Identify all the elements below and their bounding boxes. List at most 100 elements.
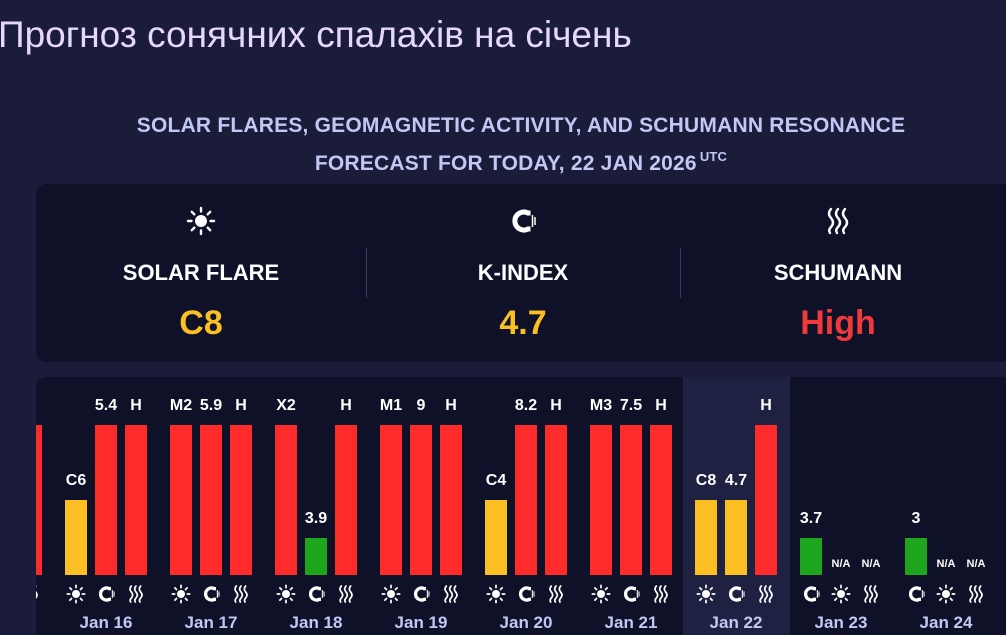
bar-kindex[interactable] [905, 537, 927, 575]
waves-icon [965, 584, 987, 604]
summary-label: SOLAR FLARE [122, 260, 280, 285]
bar-flare[interactable] [275, 425, 297, 575]
bar-value-label: H [760, 397, 772, 414]
waves-icon [650, 584, 672, 604]
bar-schumann[interactable] [545, 425, 567, 575]
today-summary-panel: SOLAR FLARE C8 K-INDEX 4.7 [36, 184, 1006, 362]
bar-flare[interactable] [695, 500, 717, 575]
bar-kindex[interactable] [725, 500, 747, 575]
day-label: Jan 16 [79, 613, 133, 632]
bar-value-label: 5.4 [94, 397, 118, 414]
bar-value-label: N/A [966, 558, 986, 570]
forecast-subtitle: SOLAR FLARES, GEOMAGNETIC ACTIVITY, AND … [36, 110, 1006, 179]
summary-label: K-INDEX [477, 260, 569, 285]
day-label: Jan 22 [709, 613, 763, 632]
summary-k-index: K-INDEX 4.7 [366, 184, 680, 362]
sun-icon [275, 584, 297, 604]
waves-icon [230, 584, 252, 604]
waves-icon [545, 584, 567, 604]
day-label: Jan 23 [814, 613, 868, 632]
bar-flare[interactable] [65, 500, 87, 575]
utc-marker: UTC [699, 149, 728, 164]
day-label: Jan 19 [394, 613, 448, 632]
bar-value-label: X2 [276, 397, 296, 414]
subtitle-date: FORECAST FOR TODAY, 22 JAN 2026 [314, 152, 697, 175]
bar-value-label: 3 [911, 509, 921, 527]
bar-kindex[interactable] [800, 537, 822, 575]
summary-value: C8 [179, 304, 223, 342]
bar-value-label: N/A [831, 558, 851, 570]
magnet-icon [410, 584, 432, 604]
bar-value-label: H [235, 397, 247, 414]
bar-value-label: H [550, 397, 562, 414]
bar-value-label: 7.5 [619, 397, 643, 414]
waves-icon [125, 584, 147, 604]
bar-value-label: H [36, 397, 51, 415]
sun-icon [695, 584, 717, 604]
day-label: Jan 20 [499, 613, 553, 632]
day-label: Jan 24 [919, 613, 973, 632]
bar-value-label: H [340, 397, 352, 414]
magnet-icon [800, 584, 822, 604]
magnet-icon [725, 584, 747, 604]
bar-flare[interactable] [170, 425, 192, 575]
bar-value-label: C6 [65, 472, 87, 489]
sun-icon [590, 584, 612, 604]
day-label: Jan 18 [289, 613, 343, 632]
waves-icon [755, 584, 777, 604]
bar-value-label: 4.7 [724, 472, 748, 489]
magnet-icon [95, 584, 117, 604]
day-label: Jan 21 [604, 613, 658, 632]
waves-icon [335, 584, 357, 604]
bar-schumann[interactable] [125, 425, 147, 575]
magnet-icon [305, 584, 327, 604]
bar-partial-previous-day[interactable] [36, 425, 42, 575]
bar-schumann[interactable] [650, 425, 672, 575]
bar-value-label: N/A [861, 558, 881, 570]
magnet-icon [515, 584, 537, 604]
bar-value-label: C4 [485, 472, 507, 489]
day-label: Jan 17 [184, 613, 238, 632]
subtitle-line-2: FORECAST FOR TODAY, 22 JAN 2026 UTC [36, 141, 1006, 179]
bar-flare[interactable] [380, 425, 402, 575]
bar-kindex[interactable] [410, 425, 432, 575]
sun-icon [170, 584, 192, 604]
summary-value: High [800, 304, 876, 342]
bar-value-label: 5.9 [199, 397, 223, 414]
bar-value-label: 3.7 [799, 509, 823, 527]
sun-icon [380, 584, 402, 604]
forecast-bar-chart[interactable]: H C6 5.4 H Jan 16 M2 5.9 H Jan 17 X2 3.9 H Jan 18 M1 9… [36, 377, 1006, 635]
bar-schumann[interactable] [755, 425, 777, 575]
bar-kindex[interactable] [200, 425, 222, 575]
summary-label: SCHUMANN [773, 260, 903, 285]
bar-kindex[interactable] [95, 425, 117, 575]
summary-solar-flare: SOLAR FLARE C8 [36, 184, 366, 362]
waves-icon [860, 584, 882, 604]
bar-flare[interactable] [485, 500, 507, 575]
bar-value-label: M2 [169, 397, 193, 414]
sun-icon [830, 584, 852, 604]
sun-icon [65, 584, 87, 604]
bar-value-label: N/A [936, 558, 956, 570]
bar-schumann[interactable] [335, 425, 357, 575]
bar-schumann[interactable] [230, 425, 252, 575]
bar-kindex[interactable] [620, 425, 642, 575]
bar-schumann[interactable] [440, 425, 462, 575]
bar-kindex[interactable] [305, 537, 327, 575]
sun-icon [935, 584, 957, 604]
magnet-icon [366, 206, 680, 236]
bar-value-label: 9 [416, 397, 426, 414]
bar-value-label: M1 [379, 397, 403, 414]
bar-value-label: C8 [695, 472, 717, 489]
subtitle-line-1: SOLAR FLARES, GEOMAGNETIC ACTIVITY, AND … [136, 114, 906, 137]
magnet-icon [905, 584, 927, 604]
bar-value-label: H [130, 397, 142, 414]
bar-value-label: H [445, 397, 457, 414]
bar-value-label: M3 [589, 397, 613, 414]
sun-icon [485, 584, 507, 604]
summary-divider [366, 248, 367, 298]
summary-schumann: SCHUMANN High [680, 184, 996, 362]
bar-kindex[interactable] [515, 425, 537, 575]
bar-flare[interactable] [590, 425, 612, 575]
waves-icon [36, 584, 42, 604]
